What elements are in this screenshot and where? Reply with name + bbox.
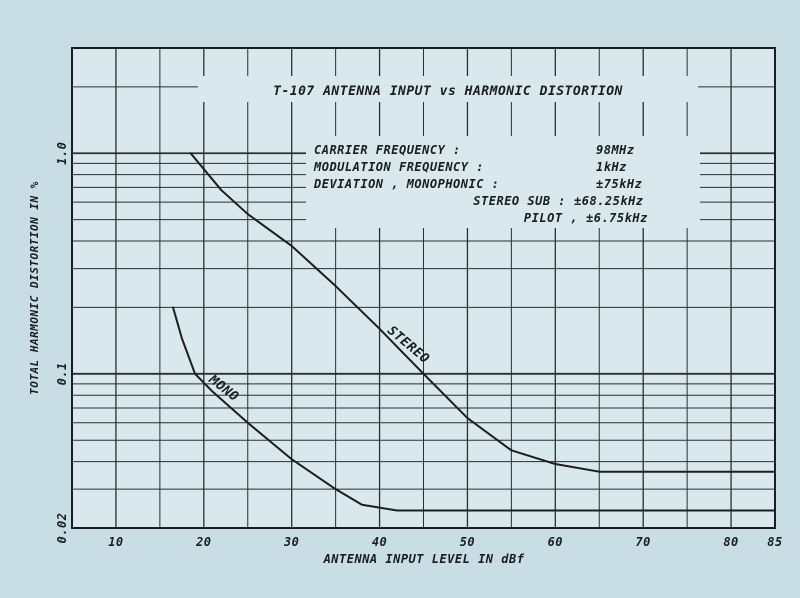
grid-layer — [72, 48, 775, 528]
condition-label: DEVIATION , MONOPHONIC : — [313, 177, 499, 191]
x-tick-label: 10 — [108, 535, 123, 549]
conditions-layer: CARRIER FREQUENCY : 98MHz MODULATION FREQU… — [313, 143, 648, 225]
x-tick-labels: 10 20 30 40 50 60 70 80 85 — [108, 535, 782, 549]
series-line-mono — [172, 306, 776, 512]
condition-value: ±75kHz — [596, 177, 642, 191]
y-tick-label: 0.02 — [55, 513, 69, 544]
x-tick-label: 30 — [283, 535, 299, 549]
series-line-stereo — [189, 152, 776, 473]
x-tick-label: 70 — [635, 535, 650, 549]
y-axis-label: TOTAL HARMONIC DISTORTION IN % — [28, 181, 41, 395]
condition-label: STEREO SUB : — [473, 194, 566, 208]
x-tick-label: 60 — [548, 535, 563, 549]
y-tick-labels: 0.02 0.1 1.0 — [55, 142, 69, 544]
conditions-box — [306, 136, 700, 228]
condition-value: ±6.75kHz — [586, 211, 648, 225]
x-tick-label: 50 — [460, 535, 475, 549]
y-tick-label: 1.0 — [55, 142, 69, 165]
plot-frame — [71, 47, 776, 529]
condition-value: 1kHz — [596, 160, 627, 174]
series-layer — [172, 152, 776, 512]
condition-label: PILOT , — [524, 211, 578, 225]
y-tick-label: 0.1 — [55, 362, 69, 385]
condition-label: MODULATION FREQUENCY : — [313, 160, 484, 174]
x-axis-label: ANTENNA INPUT LEVEL IN dBf — [323, 552, 525, 566]
chart-title: T-107 ANTENNA INPUT vs HARMONIC DISTORTI… — [273, 84, 623, 99]
x-tick-label: 80 — [723, 535, 738, 549]
x-tick-label: 40 — [372, 535, 387, 549]
title-box — [198, 76, 698, 102]
x-tick-label: 85 — [767, 535, 782, 549]
x-tick-label: 20 — [195, 535, 211, 549]
condition-value: ±68.25kHz — [574, 194, 644, 208]
condition-value: 98MHz — [596, 143, 635, 157]
condition-label: CARRIER FREQUENCY : — [314, 143, 461, 157]
